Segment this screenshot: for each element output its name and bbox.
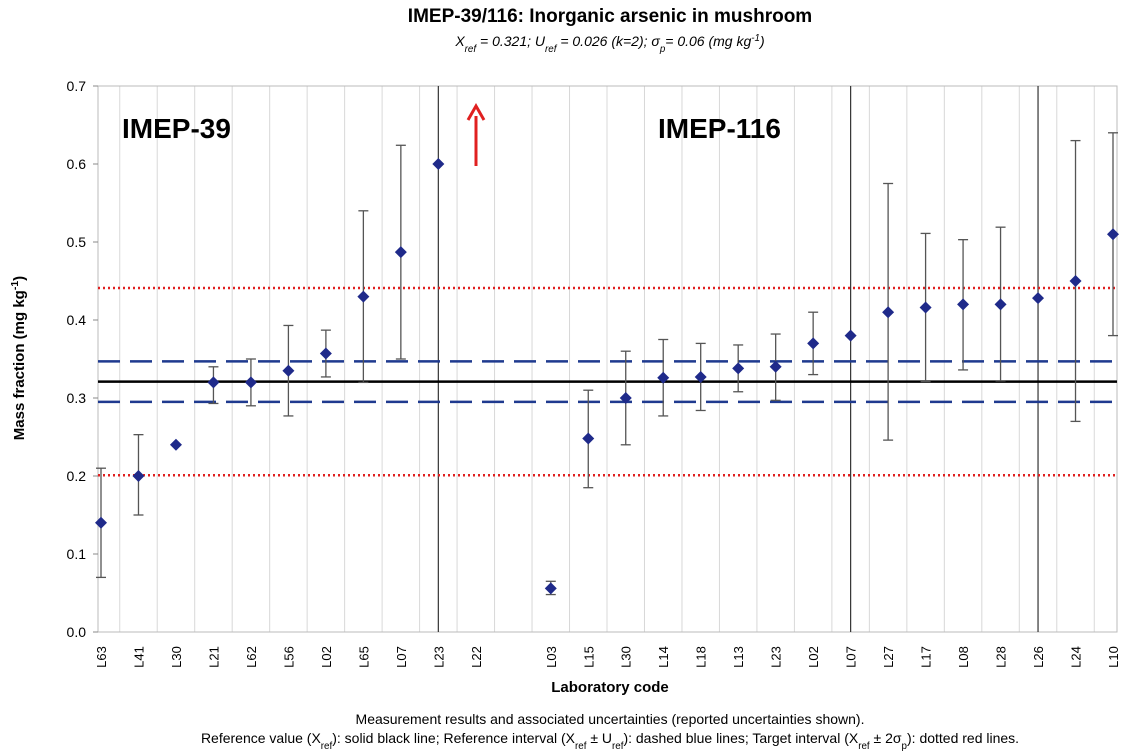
footer-part: p	[902, 741, 908, 752]
footer-part: ref	[321, 741, 333, 752]
footer-part: ref	[612, 741, 624, 752]
data-point	[582, 432, 595, 445]
footer-part: ): dashed blue lines; Target interval (X	[623, 730, 858, 746]
data-point	[694, 370, 707, 383]
data-point	[132, 470, 145, 482]
x-tick-label: L41	[131, 646, 146, 668]
plot-border	[97, 85, 1118, 633]
x-tick-label: L07	[844, 646, 859, 668]
footer-part: ± 2σ	[870, 730, 902, 746]
footer-part: ref	[858, 741, 870, 752]
x-tick-label: L26	[1031, 646, 1046, 668]
subtitle-part: = 0.321; U	[476, 33, 546, 49]
footer-part: ): solid black line; Reference interval …	[332, 730, 575, 746]
data-point	[619, 392, 632, 404]
x-tick-label: L23	[769, 646, 784, 668]
subtitle-part: = 0.026 (k=2); σ	[556, 33, 660, 49]
data-point	[957, 298, 970, 311]
x-tick-label: L14	[656, 646, 671, 668]
chart-title: IMEP-39/116: Inorganic arsenic in mushro…	[408, 6, 812, 27]
data-point	[844, 329, 857, 342]
data-point	[394, 246, 407, 259]
x-tick-label: L17	[919, 646, 934, 668]
data-point	[994, 298, 1007, 311]
x-tick-label: L22	[469, 646, 484, 668]
y-label-part: -1	[9, 281, 21, 290]
annotation: IMEP-116	[658, 113, 781, 144]
y-axis-label: Mass fraction (mg kg-1)	[9, 276, 28, 440]
footer-part: Reference value (X	[201, 730, 322, 746]
footer-part: ref	[575, 741, 587, 752]
x-tick-label: L18	[694, 646, 709, 668]
x-tick-label: L03	[544, 646, 559, 668]
x-tick-label: L07	[394, 646, 409, 668]
footer-line: Reference value (Xref): solid black line…	[201, 730, 1019, 751]
x-tick-label: L02	[319, 646, 334, 668]
annotation: IMEP-39	[122, 113, 231, 144]
y-tick-label: 0.1	[67, 546, 87, 562]
x-tick-label: L08	[956, 646, 971, 668]
y-tick-label: 0.3	[67, 390, 87, 406]
y-tick-label: 0.7	[67, 78, 87, 94]
x-tick-label: L63	[94, 646, 109, 668]
subtitle-part: p	[659, 44, 666, 55]
data-point	[319, 347, 332, 360]
data-point	[1032, 292, 1045, 305]
subtitle-part: ref	[545, 44, 558, 55]
data-point	[807, 337, 820, 350]
x-tick-label: L23	[431, 646, 446, 668]
off-scale-arrow-head	[466, 102, 486, 121]
x-tick-label: L02	[806, 646, 821, 668]
data-point	[169, 438, 182, 451]
x-tick-label: L56	[281, 646, 296, 668]
data-point	[544, 582, 557, 595]
data-point	[244, 376, 257, 389]
data-point	[919, 301, 932, 314]
x-tick-label: L15	[581, 646, 596, 668]
data-point	[1107, 228, 1119, 241]
footer-part: ): dotted red lines.	[907, 730, 1019, 746]
x-axis-label: Laboratory code	[551, 679, 669, 696]
y-tick-label: 0.5	[67, 234, 87, 250]
x-tick-label: L24	[1069, 646, 1084, 668]
data-point	[882, 306, 895, 319]
y-tick-label: 0.4	[67, 312, 87, 328]
x-tick-label: L27	[881, 646, 896, 668]
data-point	[732, 362, 745, 375]
data-point	[769, 360, 782, 373]
data-point	[282, 364, 295, 377]
x-tick-label: L13	[731, 646, 746, 668]
subtitle-part: -1	[751, 33, 760, 44]
x-tick-label: L65	[356, 646, 371, 668]
y-tick-label: 0.0	[67, 624, 87, 640]
subtitle-part: ref	[465, 44, 478, 55]
y-label-part: Mass fraction (mg kg	[11, 290, 28, 440]
x-tick-label: L10	[1106, 646, 1121, 668]
data-point	[432, 158, 445, 170]
data-point	[357, 290, 370, 303]
x-tick-label: L21	[206, 646, 221, 668]
y-tick-label: 0.6	[67, 156, 87, 172]
x-tick-label: L30	[619, 646, 634, 668]
data-point	[1069, 275, 1082, 287]
subtitle-part: X	[454, 33, 465, 49]
chart-subtitle: Xref = 0.321; Uref = 0.026 (k=2); σp= 0.…	[454, 33, 764, 55]
data-point	[95, 516, 107, 529]
data-point	[657, 371, 670, 384]
data-point	[207, 376, 220, 389]
y-tick-label: 0.2	[67, 468, 87, 484]
footer-part: ± U	[586, 730, 612, 746]
y-label-part: )	[11, 276, 28, 281]
subtitle-part: = 0.06 (mg kg	[665, 33, 751, 49]
x-tick-label: L28	[994, 646, 1009, 668]
footer-line: Measurement results and associated uncer…	[356, 711, 865, 727]
subtitle-part: )	[758, 33, 765, 49]
x-tick-label: L62	[244, 646, 259, 668]
x-tick-label: L30	[169, 646, 184, 668]
